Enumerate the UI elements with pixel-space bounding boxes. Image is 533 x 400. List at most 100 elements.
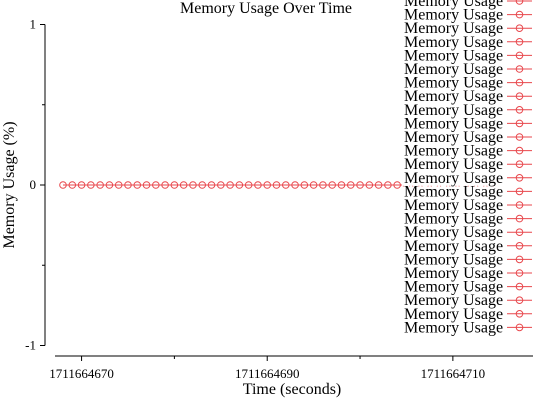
data-point	[105, 181, 114, 189]
legend-label: Memory Usage	[404, 197, 503, 214]
y-tick-label: 0	[30, 177, 37, 192]
legend-marker	[515, 78, 524, 87]
legend-label: Memory Usage	[404, 224, 503, 241]
legend-entry-background	[402, 281, 533, 295]
x-tick-label: 1711664710	[421, 366, 486, 381]
legend-entry: Memory Usage	[402, 47, 533, 64]
legend-entry-background	[402, 308, 533, 322]
data-point	[179, 181, 188, 189]
legend-label: Memory Usage	[404, 251, 503, 268]
data-point	[356, 181, 364, 189]
data-point	[96, 181, 104, 189]
legend-label: Memory Usage	[404, 211, 503, 228]
legend-entry-background	[402, 91, 533, 105]
legend-marker	[515, 323, 524, 332]
data-point	[263, 181, 272, 189]
legend-marker	[515, 51, 524, 60]
data-point	[170, 181, 179, 189]
legend-entry-background	[402, 104, 533, 118]
legend-marker	[515, 282, 524, 291]
y-axis-label: Memory Usage (%)	[1, 121, 18, 248]
legend-label: Memory Usage	[404, 279, 503, 296]
legend-entry: Memory Usage	[402, 61, 533, 78]
data-point	[59, 181, 67, 189]
legend-entry: Memory Usage	[402, 319, 533, 336]
legend-label: Memory Usage	[404, 102, 503, 119]
legend-marker	[515, 296, 524, 305]
legend-entry: Memory Usage	[402, 129, 533, 146]
legend-marker	[515, 201, 524, 209]
legend-entry-background	[402, 186, 533, 200]
legend-label: Memory Usage	[404, 0, 503, 10]
legend-marker	[515, 160, 524, 168]
data-point	[365, 181, 374, 189]
chart-title: Memory Usage Over Time	[180, 0, 352, 17]
legend-label: Memory Usage	[404, 238, 503, 255]
legend-entry-background	[402, 159, 533, 173]
legend-marker	[515, 106, 524, 114]
y-tick-label: 1	[30, 17, 37, 32]
legend-marker	[515, 228, 524, 236]
legend-entry-background	[402, 23, 533, 37]
legend-label: Memory Usage	[404, 7, 503, 24]
data-point	[226, 181, 234, 189]
data-point	[161, 181, 169, 189]
legend-label: Memory Usage	[404, 61, 503, 78]
data-point	[384, 181, 392, 189]
legend-marker	[515, 133, 524, 141]
data-point	[189, 181, 197, 189]
legend-label: Memory Usage	[404, 75, 503, 92]
legend-marker	[515, 187, 524, 196]
legend-entry: Memory Usage	[402, 279, 533, 296]
legend-label: Memory Usage	[404, 88, 503, 105]
legend-marker	[515, 92, 524, 100]
legend-marker	[515, 242, 524, 250]
legend-entry: Memory Usage	[402, 75, 533, 92]
data-point	[142, 181, 151, 189]
legend-entry: Memory Usage	[402, 170, 533, 187]
data-point	[374, 181, 383, 189]
legend-label: Memory Usage	[404, 143, 503, 160]
data-point	[309, 181, 318, 189]
data-point	[114, 181, 123, 189]
legend-entry: Memory Usage	[402, 7, 533, 24]
data-point	[346, 181, 355, 189]
legend-label: Memory Usage	[404, 265, 503, 282]
legend-entry-background	[402, 213, 533, 227]
y-axis: 1 0 -1	[25, 17, 46, 353]
legend-entry-background	[402, 295, 533, 309]
data-point	[235, 181, 244, 189]
legend-label: Memory Usage	[404, 47, 503, 64]
legend-entry-background	[402, 200, 533, 213]
data-point	[133, 181, 142, 189]
legend-entry: Memory Usage	[402, 197, 533, 214]
data-point	[124, 181, 132, 189]
legend-entry: Memory Usage	[402, 88, 533, 105]
legend-entry: Memory Usage	[402, 115, 533, 132]
legend-entry: Memory Usage	[402, 292, 533, 309]
legend-entry: Memory Usage	[402, 20, 533, 37]
data-point	[244, 181, 253, 189]
x-axis-label: Time (seconds)	[243, 381, 342, 398]
legend-entry: Memory Usage	[402, 238, 533, 255]
data-point	[217, 181, 225, 189]
legend-entry-background	[402, 132, 533, 145]
legend-label: Memory Usage	[404, 306, 503, 323]
legend-marker	[515, 10, 524, 19]
data-point	[68, 181, 77, 189]
legend-marker	[515, 38, 524, 46]
data-point	[198, 181, 207, 189]
legend-entry: Memory Usage	[402, 34, 533, 51]
data-point	[87, 181, 95, 189]
legend-label: Memory Usage	[404, 319, 503, 336]
legend-label: Memory Usage	[404, 183, 503, 200]
legend-entry: Memory Usage	[402, 306, 533, 323]
legend-label: Memory Usage	[404, 129, 503, 146]
legend-entry-background	[402, 118, 533, 132]
data-point	[152, 181, 160, 189]
legend-entry-background	[402, 36, 533, 50]
legend-entry-background	[402, 322, 533, 336]
legend-marker	[515, 269, 524, 277]
legend-entry: Memory Usage	[402, 156, 533, 173]
data-point	[272, 181, 281, 189]
